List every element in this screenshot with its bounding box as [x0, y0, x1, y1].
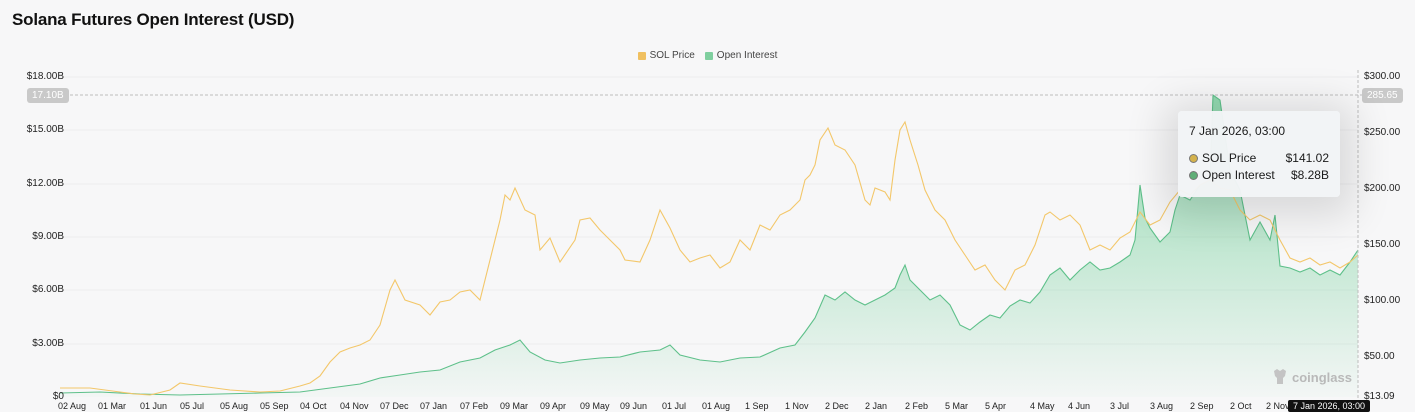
- left-axis-tick: $12.00B: [26, 178, 64, 189]
- coinglass-logo-icon: [1274, 369, 1286, 384]
- left-axis-tick: $9.00B: [32, 231, 64, 242]
- x-axis-tick: 1 Sep: [745, 401, 769, 411]
- coinglass-watermark: coinglass: [1272, 368, 1352, 386]
- sol-price-dot-icon: [1189, 153, 1198, 163]
- right-axis-tick: $13.09: [1364, 391, 1395, 402]
- crosshair-right-badge: 285.65: [1362, 88, 1403, 103]
- open-interest-dot-icon: [1189, 170, 1198, 180]
- crosshair-x-badge: 7 Jan 2026, 03:00: [1288, 400, 1371, 412]
- x-axis-tick: 4 May: [1030, 401, 1055, 411]
- left-axis-tick: $0: [52, 391, 64, 402]
- x-axis-tick: 01 Aug: [702, 401, 731, 411]
- legend-item-sol-price[interactable]: SOL Price: [637, 50, 695, 61]
- chart-title: Solana Futures Open Interest (USD): [12, 10, 295, 29]
- x-axis-tick: 2 Feb: [905, 401, 929, 411]
- legend-item-open-interest[interactable]: Open Interest: [704, 50, 778, 61]
- x-axis-tick: 09 Mar: [500, 401, 529, 411]
- right-axis-tick: $200.00: [1364, 183, 1401, 194]
- x-axis-tick: 09 Apr: [540, 401, 567, 411]
- open-interest-area: [60, 95, 1358, 397]
- x-axis-tick: 02 Aug: [58, 401, 87, 411]
- x-axis-tick: 2 Dec: [825, 401, 849, 411]
- x-axis-tick: 05 Sep: [260, 401, 289, 411]
- chart-legend: SOL Price Open Interest: [0, 50, 1415, 61]
- x-axis-tick: 04 Oct: [300, 401, 327, 411]
- sol-price-line: [60, 120, 1359, 396]
- x-axis-tick: 3 Aug: [1150, 401, 1174, 411]
- tooltip-date: 7 Jan 2026, 03:00: [1189, 124, 1286, 138]
- x-axis-tick: 3 Jul: [1110, 401, 1130, 411]
- tooltip-label: Open Interest: [1202, 168, 1275, 182]
- left-axis-tick: $18.00B: [26, 71, 64, 82]
- tooltip-value: $141.02: [1285, 151, 1329, 165]
- tooltip-row-sol-price: SOL Price $141.02: [1189, 151, 1329, 165]
- x-axis-tick: 01 Jun: [140, 401, 168, 411]
- x-axis-tick: 1 Nov: [785, 401, 809, 411]
- chart-tooltip: 7 Jan 2026, 03:00 SOL Price $141.02 Open…: [1178, 111, 1340, 197]
- x-axis-tick: 2 Jan: [865, 401, 888, 411]
- x-axis-tick: 4 Jun: [1068, 401, 1091, 411]
- tooltip-value: $8.28B: [1290, 168, 1329, 182]
- crosshair-left-badge: 17.10B: [27, 88, 69, 103]
- x-axis-tick: 04 Nov: [340, 401, 369, 411]
- right-axis-tick: $100.00: [1364, 295, 1401, 306]
- right-axis-tick: $250.00: [1364, 127, 1401, 138]
- x-axis-tick: 01 Jul: [662, 401, 687, 411]
- tooltip-label: SOL Price: [1202, 151, 1257, 165]
- open-interest-swatch-icon: [704, 51, 713, 60]
- watermark-text: coinglass: [1292, 369, 1352, 385]
- x-axis-tick: 07 Dec: [380, 401, 409, 411]
- x-axis-tick: 07 Jan: [420, 401, 448, 411]
- x-axis-tick: 01 Mar: [98, 401, 127, 411]
- right-axis-tick: $50.00: [1364, 351, 1395, 362]
- right-axis-tick: $300.00: [1364, 71, 1401, 82]
- sol-price-swatch-icon: [637, 51, 646, 60]
- right-axis-tick: $150.00: [1364, 239, 1401, 250]
- x-axis-tick: 5 Mar: [945, 401, 969, 411]
- x-axis-tick: 2 Oct: [1230, 401, 1252, 411]
- left-axis-tick: $6.00B: [32, 284, 64, 295]
- x-axis-tick: 5 Apr: [985, 401, 1007, 411]
- legend-label: SOL Price: [649, 50, 695, 61]
- x-axis-tick: 09 May: [580, 401, 610, 411]
- x-axis-tick: 05 Jul: [180, 401, 205, 411]
- tooltip-row-open-interest: Open Interest $8.28B: [1189, 168, 1329, 182]
- left-axis-tick: $15.00B: [26, 124, 64, 135]
- x-axis-tick: 2 Nov: [1266, 401, 1290, 411]
- legend-label: Open Interest: [716, 50, 778, 61]
- left-axis-tick: $3.00B: [32, 338, 64, 349]
- x-axis-tick: 07 Feb: [460, 401, 489, 411]
- x-axis-tick: 05 Aug: [220, 401, 249, 411]
- x-axis-tick: 2 Sep: [1190, 401, 1214, 411]
- x-axis-tick: 09 Jun: [620, 401, 648, 411]
